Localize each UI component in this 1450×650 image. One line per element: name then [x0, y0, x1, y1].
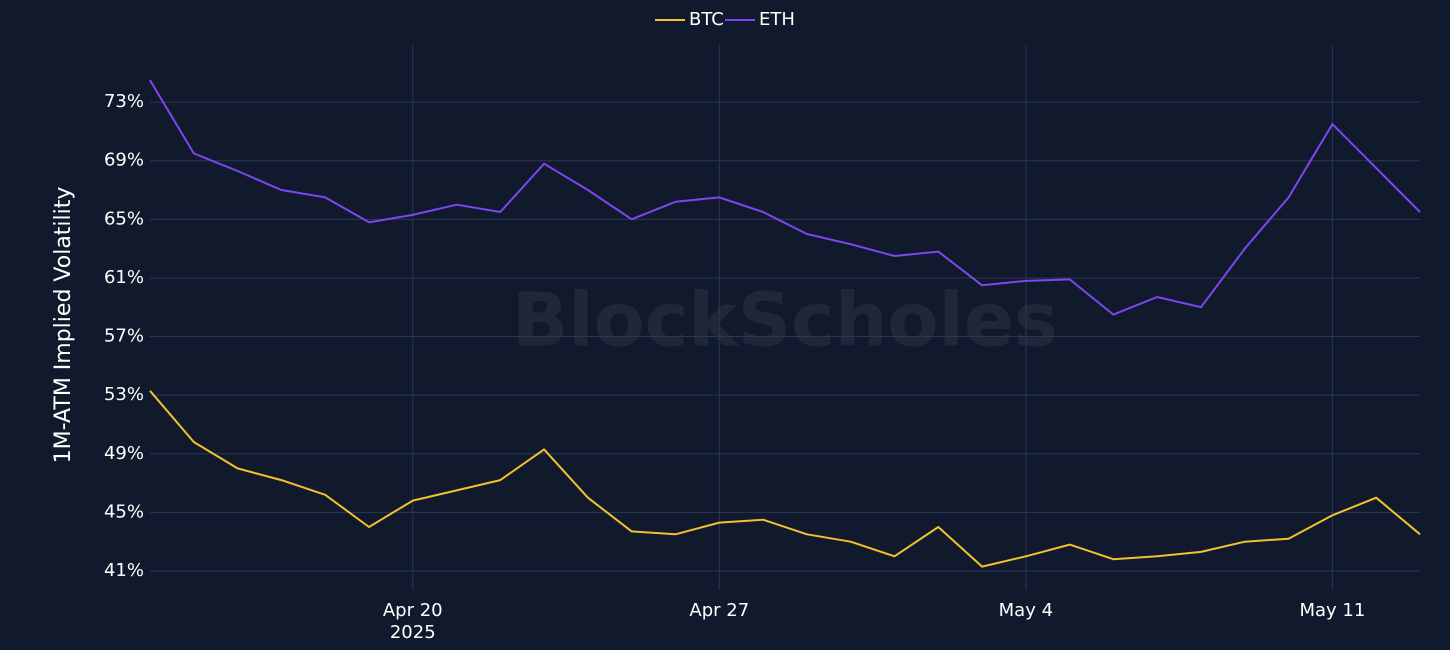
y-tick-label: 65% [104, 208, 144, 229]
y-tick-label: 49% [104, 443, 144, 464]
x-tick-label: May 11 [1299, 600, 1366, 621]
y-tick-label: 61% [104, 267, 144, 288]
series-line [149, 79, 1421, 316]
x-tick-label: Apr 20 2025 [382, 600, 443, 643]
y-tick-label: 45% [104, 501, 144, 522]
y-tick-label: 69% [104, 150, 144, 171]
y-tick-label: 73% [104, 91, 144, 112]
legend-label[interactable]: ETH [759, 9, 795, 30]
y-tick-label: 57% [104, 326, 144, 347]
watermark: BlockScholes [512, 278, 1058, 364]
series-line [149, 390, 1421, 568]
y-tick-label: 41% [104, 560, 144, 581]
x-tick-label: Apr 27 [689, 600, 750, 621]
y-tick-label: 53% [104, 384, 144, 405]
y-axis-label: 1M-ATM Implied Volatility [51, 187, 76, 464]
x-tick-label: May 4 [998, 600, 1054, 621]
legend-label[interactable]: BTC [689, 9, 724, 30]
